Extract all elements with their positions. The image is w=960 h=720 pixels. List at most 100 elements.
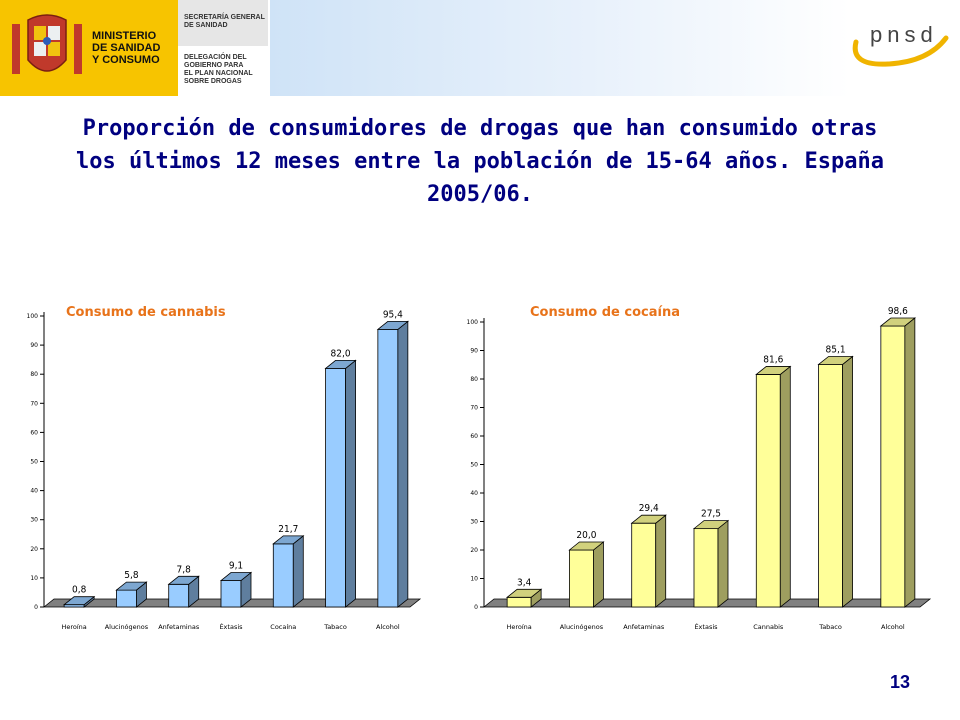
cannabis-category-label: Cocaína — [270, 623, 296, 631]
cocaina-bar-side — [717, 519, 729, 608]
cannabis-y-tick-label: 20 — [30, 546, 38, 553]
cannabis-bar-top — [376, 320, 409, 330]
cocaina-bar-side — [779, 365, 791, 608]
cannabis-value-label: 95,4 — [383, 309, 403, 320]
cannabis-bar-top — [324, 359, 357, 369]
cannabis-category-label: Anfetaminas — [158, 623, 200, 631]
cocaina-value-label: 29,4 — [639, 503, 659, 514]
cocaina-y-tick-label: 50 — [470, 462, 478, 469]
cocaina-bar-front — [631, 522, 657, 608]
cocaina-y-tick-label: 10 — [470, 576, 478, 583]
cannabis-bar-front — [116, 589, 137, 608]
cocaina-category-label: Éxtasis — [694, 622, 718, 631]
cannabis-y-tick-label: 30 — [30, 517, 38, 524]
cannabis-bar-front — [168, 583, 190, 608]
cocaina-category-label: Cannabis — [753, 623, 784, 631]
cocaina-bar-side — [655, 514, 667, 608]
cocaina-bar-top — [879, 317, 916, 327]
cannabis-category-label: Alcohol — [376, 623, 400, 631]
cocaina-y-tick-label: 90 — [470, 348, 478, 355]
logo-swoosh-icon — [852, 35, 949, 67]
cocaina-y-tick-label: 20 — [470, 547, 478, 554]
cannabis-category-label: Éxtasis — [219, 622, 243, 631]
cocaina-bar-front — [693, 528, 719, 608]
cannabis-bar-front — [325, 367, 346, 608]
cannabis-value-label: 0,8 — [72, 585, 87, 596]
cocaina-y-tick-label: 60 — [470, 433, 478, 440]
cannabis-value-label: 9,1 — [229, 561, 243, 572]
cocaina-y-tick-label: 70 — [470, 405, 478, 412]
cocaina-bar-top — [692, 520, 730, 530]
cocaina-bar-front — [569, 549, 594, 608]
ministry-line: Y CONSUMO — [92, 54, 160, 66]
cocaina-bar-side — [842, 355, 853, 608]
cocaina-bar-front — [755, 374, 781, 608]
secretaria-text: SECRETARÍA GENERAL DE SANIDAD — [184, 14, 265, 30]
cocaina-bar-side — [904, 317, 916, 608]
cocaina-category-label: Anfetaminas — [623, 623, 665, 631]
cannabis-category-label: Alucinógenos — [105, 623, 149, 631]
cocaina-bar-front — [880, 325, 906, 608]
cannabis-bar-top — [63, 596, 96, 606]
cocaina-y-tick-label: 30 — [470, 519, 478, 526]
cocaina-y-tick-label: 40 — [470, 490, 478, 497]
cocaina-bar-top — [568, 541, 605, 551]
cannabis-chart-title: Consumo de cannabis — [66, 305, 226, 320]
cannabis-bar-top — [115, 581, 148, 591]
cannabis-value-label: 21,7 — [278, 524, 298, 535]
logo-text: pnsd — [870, 22, 938, 47]
cannabis-value-label: 5,8 — [124, 570, 139, 581]
cannabis-value-label: 82,0 — [331, 348, 351, 359]
ministry-logo-block: MINISTERIO DE SANIDAD Y CONSUMO — [0, 0, 178, 96]
header-gradient — [270, 0, 850, 96]
cocaina-value-label: 81,6 — [763, 354, 783, 365]
cannabis-category-label: Heroína — [61, 623, 86, 631]
cocaina-value-label: 20,0 — [576, 530, 596, 541]
cannabis-bar-top — [167, 575, 200, 585]
delegacion-line: EL PLAN NACIONAL — [184, 70, 253, 77]
cannabis-bar-front — [377, 328, 399, 608]
cannabis-value-label: 7,8 — [177, 564, 192, 575]
cannabis-bar-side — [292, 535, 304, 608]
cannabis-bar-top — [219, 572, 253, 581]
cocaina-y-tick-label: 100 — [467, 319, 479, 326]
cannabis-y-tick-label: 100 — [27, 313, 39, 320]
cannabis-y-tick-label: 80 — [30, 371, 38, 378]
cocaina-value-label: 3,4 — [517, 577, 532, 588]
secretaria-box: SECRETARÍA GENERAL DE SANIDAD — [178, 0, 268, 46]
cocaina-value-label: 98,6 — [888, 306, 908, 317]
cannabis-category-label: Tabaco — [323, 623, 347, 631]
cocaina-category-label: Tabaco — [818, 623, 842, 631]
cannabis-y-tick-label: 60 — [30, 429, 38, 436]
cannabis-bar-front — [272, 543, 294, 608]
slide-title: Proporción de consumidores de drogas que… — [76, 116, 884, 207]
cocaina-y-tick-label: 0 — [474, 604, 478, 611]
cocaina-chart-title: Consumo de cocaína — [530, 305, 680, 320]
cocaina-bar-top — [630, 514, 667, 524]
cannabis-bar-side — [397, 320, 409, 608]
ministry-name: MINISTERIO DE SANIDAD Y CONSUMO — [92, 30, 160, 66]
cocaina-category-label: Alcohol — [881, 623, 905, 631]
pnsd-logo: pnsd — [852, 22, 949, 67]
cocaina-category-label: Alucinógenos — [560, 623, 604, 631]
cannabis-y-tick-label: 40 — [30, 488, 38, 495]
cocaina-y-tick-label: 80 — [470, 376, 478, 383]
cannabis-y-tick-label: 70 — [30, 400, 38, 407]
cocaina-bar-front — [818, 364, 843, 608]
cannabis-bar-front — [220, 580, 242, 608]
ministry-line: MINISTERIO — [92, 30, 157, 42]
cocaina-value-label: 85,1 — [826, 344, 846, 355]
cannabis-y-tick-label: 0 — [34, 604, 38, 611]
cocaina-bar-top — [817, 356, 854, 365]
secretaria-line: DE SANIDAD — [184, 22, 228, 29]
page-number: 13 — [890, 672, 911, 692]
delegacion-line: SOBRE DROGAS — [184, 78, 242, 85]
cannabis-bar-top — [272, 535, 305, 545]
delegacion-text: DELEGACIÓN DEL GOBIERNO PARA EL PLAN NAC… — [184, 54, 253, 86]
coat-of-arms-icon — [12, 10, 82, 74]
cocaina-bar-front — [506, 596, 532, 608]
cocaina-category-label: Heroína — [506, 623, 531, 631]
cocaina-bar-top — [506, 588, 543, 598]
secretaria-block: SECRETARÍA GENERAL DE SANIDAD DELEGACIÓN… — [178, 0, 270, 96]
